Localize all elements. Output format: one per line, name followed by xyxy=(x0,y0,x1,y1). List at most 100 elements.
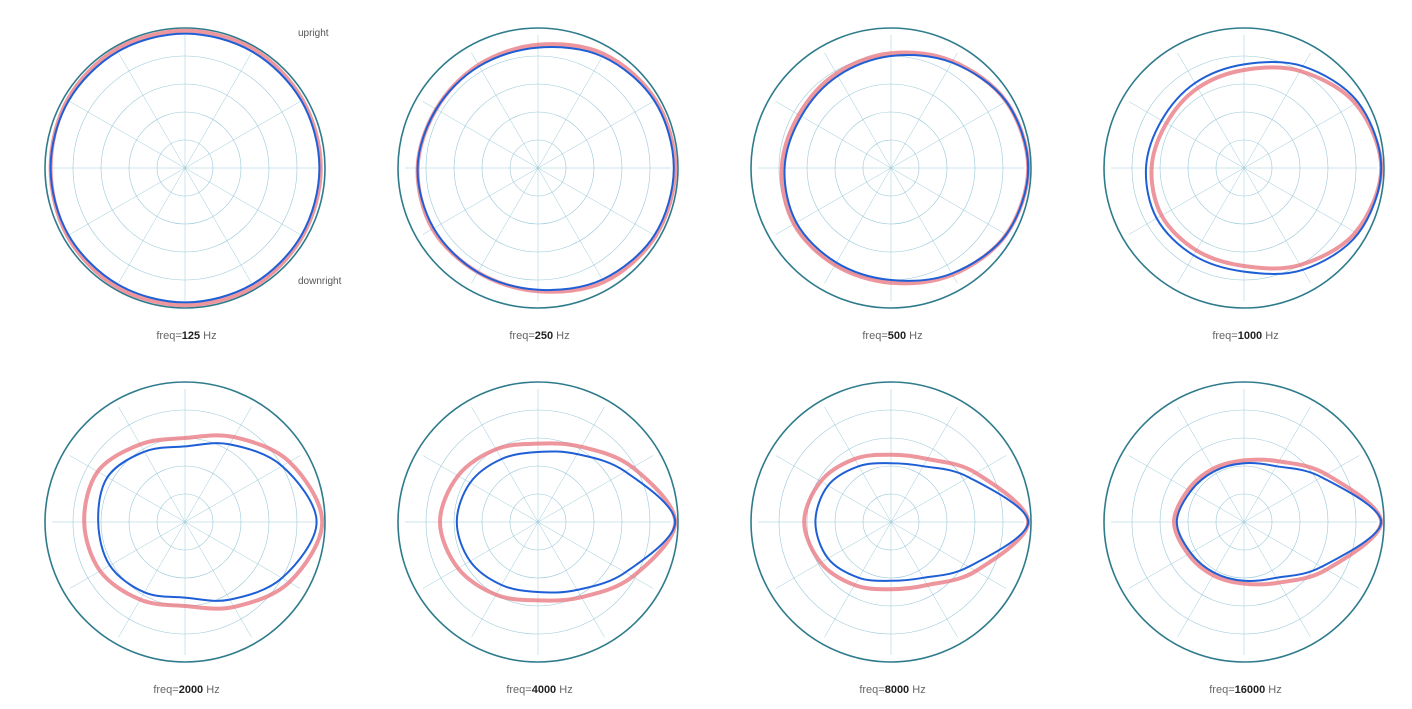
caption-frequency: 16000 xyxy=(1234,684,1266,696)
caption-frequency: 250 xyxy=(534,330,554,342)
grid-spoke xyxy=(890,101,1007,169)
annotation-upright: upright xyxy=(298,28,329,39)
grid-spoke xyxy=(890,455,1007,523)
grid-spoke xyxy=(1243,455,1360,523)
caption-unit: Hz xyxy=(553,330,570,342)
caption-unit: Hz xyxy=(909,684,926,696)
grid-spoke xyxy=(824,521,892,638)
grid-spoke xyxy=(1177,52,1245,169)
series-b-line xyxy=(97,442,318,602)
grid-spoke xyxy=(1243,406,1311,523)
grid-spoke xyxy=(824,52,892,169)
plot-caption: freq=1000 Hz xyxy=(1069,330,1412,342)
grid-spoke xyxy=(1177,167,1245,284)
polar-plot-250: freq=250 Hz xyxy=(353,0,706,354)
outer-ring xyxy=(44,27,326,309)
caption-unit: Hz xyxy=(1265,684,1282,696)
polar-svg xyxy=(397,27,679,309)
grid-spoke xyxy=(537,101,654,169)
caption-frequency: 500 xyxy=(887,330,907,342)
series-b-line xyxy=(814,462,1030,582)
series-b-line xyxy=(455,450,677,594)
plot-caption: freq=16000 Hz xyxy=(1069,684,1412,696)
grid-spoke xyxy=(69,521,186,589)
grid-spoke xyxy=(537,521,654,589)
grid-spoke xyxy=(118,52,186,169)
grid-spoke xyxy=(69,167,186,235)
caption-unit: Hz xyxy=(906,330,923,342)
series-a-line xyxy=(802,452,1031,592)
caption-prefix: freq= xyxy=(862,330,888,342)
outer-ring xyxy=(1103,27,1385,309)
series-b-line xyxy=(416,46,675,292)
grid-spoke xyxy=(537,406,605,523)
grid-spoke xyxy=(184,521,301,589)
grid-spoke xyxy=(1243,521,1311,638)
caption-frequency: 4000 xyxy=(531,684,557,696)
grid-spoke xyxy=(1243,167,1360,235)
grid-spoke xyxy=(1128,455,1245,523)
grid-spoke xyxy=(537,52,605,169)
plot-caption: freq=4000 Hz xyxy=(363,684,716,696)
caption-unit: Hz xyxy=(556,684,573,696)
polar-plot-125: freq=125 Hz xyxy=(0,0,353,354)
caption-frequency: 1000 xyxy=(1237,330,1263,342)
outer-ring xyxy=(44,381,326,663)
grid-spoke xyxy=(890,52,958,169)
grid-spoke xyxy=(1128,167,1245,235)
caption-frequency: 8000 xyxy=(884,684,910,696)
polar-svg xyxy=(750,27,1032,309)
caption-unit: Hz xyxy=(203,684,220,696)
grid-spoke xyxy=(471,167,539,284)
grid-spoke xyxy=(890,167,958,284)
polar-plot-16000: freq=16000 Hz xyxy=(1059,354,1412,708)
grid-spoke xyxy=(537,521,605,638)
polar-svg xyxy=(397,381,679,663)
grid-spoke xyxy=(184,52,252,169)
caption-prefix: freq= xyxy=(153,684,179,696)
series-b-line xyxy=(49,32,321,304)
plot-caption: freq=8000 Hz xyxy=(716,684,1069,696)
grid-spoke xyxy=(184,101,301,169)
series-a-line xyxy=(1149,65,1384,271)
outer-ring xyxy=(1103,381,1385,663)
grid-spoke xyxy=(184,167,301,235)
grid-spoke xyxy=(69,455,186,523)
grid-spoke xyxy=(537,167,654,235)
grid-spoke xyxy=(1128,101,1245,169)
grid-spoke xyxy=(890,167,1007,235)
polar-svg xyxy=(1103,381,1385,663)
polar-plot-8000: freq=8000 Hz xyxy=(706,354,1059,708)
series-a-line xyxy=(1172,457,1384,587)
grid-spoke xyxy=(775,101,892,169)
grid-spoke xyxy=(775,455,892,523)
grid-spoke xyxy=(1177,521,1245,638)
polar-plot-2000: freq=2000 Hz xyxy=(0,354,353,708)
polar-svg xyxy=(44,27,326,309)
grid-spoke xyxy=(118,167,186,284)
caption-prefix: freq= xyxy=(859,684,885,696)
grid-spoke xyxy=(1177,406,1245,523)
caption-prefix: freq= xyxy=(1212,330,1238,342)
caption-prefix: freq= xyxy=(506,684,532,696)
grid-spoke xyxy=(775,521,892,589)
series-b-line xyxy=(1175,462,1383,582)
caption-prefix: freq= xyxy=(156,330,182,342)
grid-spoke xyxy=(1243,521,1360,589)
outer-ring xyxy=(397,27,679,309)
polar-svg xyxy=(44,381,326,663)
series-a-line xyxy=(779,50,1031,286)
grid-spoke xyxy=(118,521,186,638)
polar-plot-4000: freq=4000 Hz xyxy=(353,354,706,708)
outer-ring xyxy=(397,381,679,663)
polar-svg xyxy=(1103,27,1385,309)
grid-spoke xyxy=(890,406,958,523)
grid-spoke xyxy=(471,52,539,169)
grid-spoke xyxy=(537,455,654,523)
plot-caption: freq=2000 Hz xyxy=(10,684,363,696)
grid-spoke xyxy=(890,521,1007,589)
grid-spoke xyxy=(824,406,892,523)
grid-spoke xyxy=(184,167,252,284)
grid-spoke xyxy=(422,101,539,169)
